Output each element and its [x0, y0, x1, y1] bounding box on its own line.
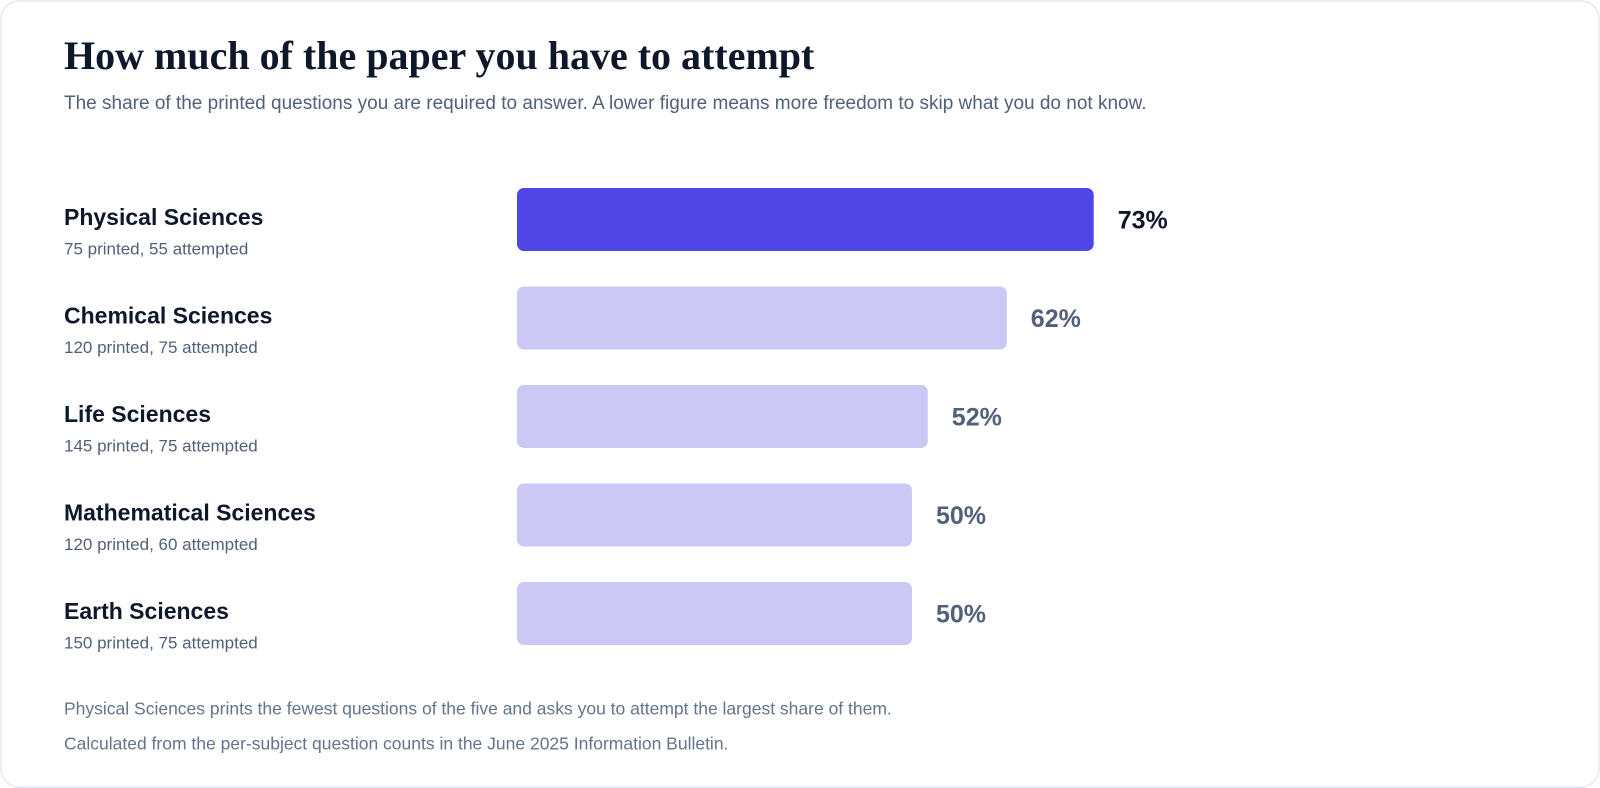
category-label: Physical Sciences: [64, 204, 263, 230]
category-note: 120 printed, 60 attempted: [64, 535, 258, 554]
bar: [517, 188, 1094, 251]
value-label: 73%: [1118, 207, 1168, 235]
category-note: 150 printed, 75 attempted: [64, 633, 258, 652]
category-label: Life Sciences: [64, 401, 211, 427]
category-label: Mathematical Sciences: [64, 500, 316, 526]
footnote: Physical Sciences prints the fewest ques…: [64, 699, 892, 719]
value-label: 52%: [952, 404, 1002, 432]
bar: [517, 385, 928, 448]
category-note: 75 printed, 55 attempted: [64, 239, 248, 258]
category-note: 145 printed, 75 attempted: [64, 436, 258, 455]
bar: [517, 483, 912, 547]
bar: [517, 286, 1007, 350]
category-label: Earth Sciences: [64, 598, 229, 624]
chart-subtitle: The share of the printed questions you a…: [64, 93, 1147, 114]
value-label: 50%: [936, 502, 986, 530]
category-label: Chemical Sciences: [64, 303, 272, 329]
value-label: 50%: [936, 601, 986, 629]
chart-title: How much of the paper you have to attemp…: [64, 33, 815, 78]
bar: [517, 582, 912, 645]
category-note: 120 printed, 75 attempted: [64, 338, 258, 357]
footnote: Calculated from the per-subject question…: [64, 734, 728, 754]
value-label: 62%: [1031, 305, 1081, 333]
